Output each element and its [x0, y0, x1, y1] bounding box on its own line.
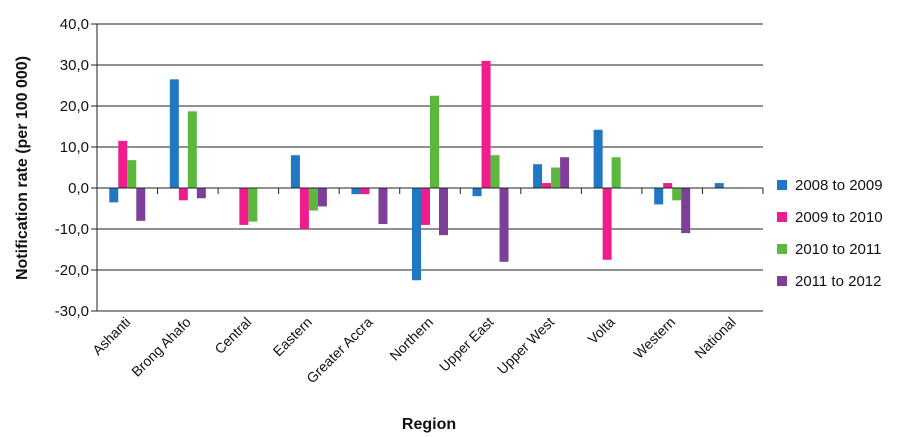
y-tick-label: 20,0: [60, 98, 89, 115]
legend-label: 2008 to 2009: [795, 177, 883, 194]
x-tick-label: Eastern: [270, 314, 315, 359]
bar: [714, 183, 724, 188]
bar: [378, 188, 388, 225]
y-tick-label: -20,0: [55, 262, 89, 279]
labels-layer: -30,0 -20,0 -10,0 0,0 10,0 20,0 30,0 40,0 Ashant…: [55, 16, 739, 386]
bar: [593, 129, 603, 188]
x-tick-label: Upper East: [436, 314, 497, 375]
bar: [490, 155, 500, 188]
y-axis-title: Notification rate (per 100 000): [14, 56, 31, 280]
bar: [560, 157, 570, 188]
axes-layer: [91, 23, 764, 312]
bar: [481, 60, 491, 188]
bar: [299, 188, 309, 229]
bar: [611, 157, 621, 188]
x-tick-label: Western: [630, 314, 678, 362]
bar: [317, 188, 327, 207]
legend-label: 2010 to 2011: [795, 241, 881, 258]
bar: [551, 167, 561, 188]
legend-label: 2009 to 2010: [795, 209, 883, 226]
bar: [472, 188, 482, 197]
bar: [239, 188, 249, 225]
bar: [533, 164, 543, 188]
x-tick-label: Upper West: [494, 314, 557, 377]
x-tick-label: Ashanti: [89, 314, 133, 358]
bar: [127, 160, 137, 188]
bar: [109, 188, 119, 203]
y-tick-label: -30,0: [55, 303, 89, 320]
bar: [672, 188, 682, 201]
bar: [196, 188, 206, 199]
x-axis-title: Region: [402, 416, 456, 433]
bar: [439, 188, 448, 236]
legend-swatch: [777, 212, 787, 222]
y-tick-label: 0,0: [68, 180, 89, 197]
x-tick-label: Brong Ahafo: [128, 314, 194, 380]
x-tick-label: Northern: [386, 314, 436, 364]
x-tick-label: Volta: [584, 314, 617, 347]
bar: [602, 188, 612, 260]
bar: [136, 188, 146, 221]
bar: [654, 188, 664, 205]
legend-layer: 2008 to 2009 2009 to 2010 2010 to 2011 2011…: [777, 177, 883, 290]
bar: [248, 188, 258, 222]
bar: [663, 183, 673, 188]
x-tick-label: Central: [211, 314, 254, 357]
bar: [118, 140, 128, 188]
bar: [681, 188, 691, 234]
legend-swatch: [777, 244, 787, 254]
legend-swatch: [777, 276, 787, 286]
bar: [169, 79, 179, 188]
y-tick-label: 30,0: [60, 57, 89, 74]
bar: [542, 183, 552, 188]
y-tick-label: 10,0: [60, 139, 89, 156]
x-tick-label: National: [691, 314, 739, 362]
bar: [421, 188, 430, 225]
legend-swatch: [777, 180, 787, 190]
bars-layer: [109, 60, 724, 281]
bar: [430, 95, 439, 188]
bar: [499, 188, 509, 262]
bar: [290, 155, 300, 188]
y-tick-label: 40,0: [60, 16, 89, 33]
bar: [412, 188, 421, 281]
bar: [308, 188, 318, 211]
bar: [187, 111, 197, 188]
y-tick-label: -10,0: [55, 221, 89, 238]
bar: [351, 188, 361, 195]
legend-label: 2011 to 2012: [795, 273, 881, 290]
bar: [360, 188, 370, 195]
bar: [178, 188, 188, 201]
